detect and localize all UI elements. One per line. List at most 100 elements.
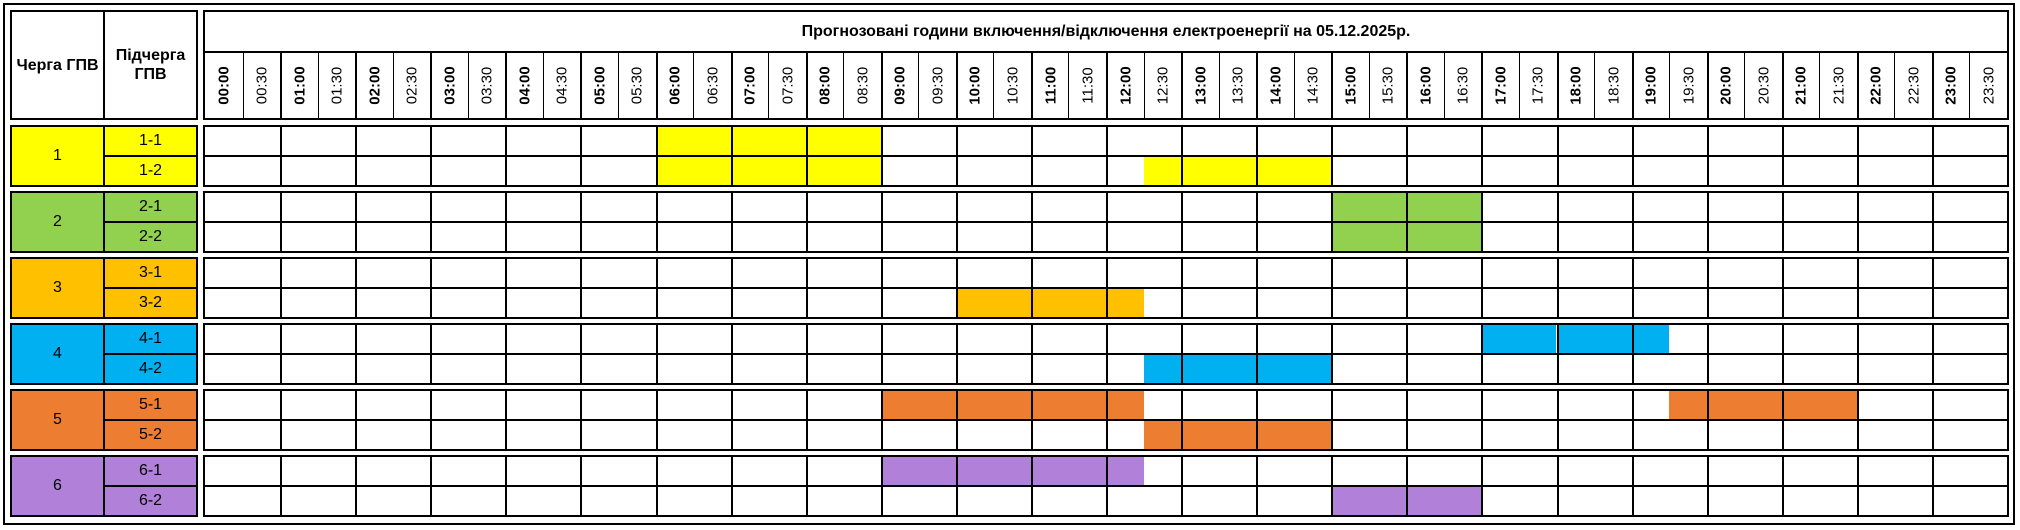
slot-on (1819, 259, 1857, 287)
time-slot-header: 21:00 (1781, 53, 1820, 118)
slot-on (580, 421, 618, 449)
slot-on (580, 391, 618, 419)
slot-on (1669, 487, 1707, 515)
slot-on (393, 259, 431, 287)
slot-on (505, 421, 543, 449)
time-label: 20:30 (1754, 66, 1772, 105)
slot-on (1030, 355, 1069, 383)
slot-on (1594, 355, 1632, 383)
slot-on (468, 223, 506, 251)
slot-on (280, 193, 318, 221)
slot-on (880, 259, 919, 287)
slot-on (1706, 223, 1745, 251)
time-slot-header: 03:30 (467, 53, 506, 118)
slot-on (505, 355, 543, 383)
slot-on (1294, 193, 1332, 221)
time-label: 19:00 (1642, 66, 1660, 105)
slot-off (1443, 193, 1482, 221)
schedule-row (203, 419, 2009, 451)
slot-on (1819, 127, 1857, 155)
slot-on (693, 325, 731, 353)
slot-on (505, 157, 543, 185)
slot-on (1594, 223, 1632, 251)
slot-on (468, 457, 506, 485)
slot-off (805, 157, 844, 185)
slot-on (430, 457, 468, 485)
slot-on (205, 223, 243, 251)
slot-on (1931, 157, 1970, 185)
time-label: 12:30 (1154, 66, 1172, 105)
slot-on (1181, 223, 1219, 251)
slot-on (468, 391, 506, 419)
slot-on (505, 223, 543, 251)
slot-on (468, 157, 506, 185)
slot-on (1481, 289, 1519, 317)
slot-on (355, 259, 393, 287)
time-label: 23:30 (1980, 66, 1998, 105)
slot-on (318, 355, 356, 383)
slot-on (1030, 157, 1069, 185)
slot-on (1894, 457, 1932, 485)
slot-on (243, 487, 281, 515)
slot-on (580, 157, 618, 185)
slot-on (1256, 223, 1294, 251)
slot-on (355, 223, 393, 251)
slot-on (318, 157, 356, 185)
slot-off (918, 457, 956, 485)
slot-on (1369, 355, 1407, 383)
slot-on (543, 223, 581, 251)
slot-on (1969, 355, 2007, 383)
slot-on (1331, 355, 1369, 383)
slot-on (655, 487, 694, 515)
time-slot-header: 07:30 (768, 53, 806, 118)
slot-on (655, 457, 694, 485)
slot-on (430, 193, 468, 221)
slot-on (1744, 355, 1782, 383)
slot-on (1481, 127, 1519, 155)
slot-off (1293, 355, 1332, 383)
slot-on (580, 223, 618, 251)
slot-on (280, 325, 318, 353)
slot-on (1969, 127, 2007, 155)
queue-header: Черга ГПВ (10, 10, 105, 120)
slot-on (1931, 421, 1970, 449)
slot-on (1819, 157, 1857, 185)
slot-on (205, 193, 243, 221)
schedule-row (203, 257, 2009, 289)
slot-on (430, 487, 468, 515)
slot-on (430, 127, 468, 155)
slot-on (1894, 193, 1932, 221)
slot-on (1369, 325, 1407, 353)
slot-on (1931, 325, 1970, 353)
slot-on (918, 223, 956, 251)
time-label: 00:00 (215, 66, 233, 105)
slot-on (1819, 193, 1857, 221)
slot-on (1781, 157, 1820, 185)
slot-on (1669, 127, 1707, 155)
time-slot-header: 13:30 (1218, 53, 1257, 118)
slot-on (243, 223, 281, 251)
slot-on (318, 487, 356, 515)
slot-off (1744, 391, 1782, 419)
slot-on (618, 487, 656, 515)
time-slots: 00:00 00:30 01:00 01:30 02:00 02:30 03:00 03:30… (205, 51, 2007, 118)
slot-on (1219, 193, 1257, 221)
slot-on (805, 421, 844, 449)
subqueue-cell: 4-1 (103, 323, 198, 355)
slot-on (1969, 259, 2007, 287)
slot-on (1331, 325, 1369, 353)
slot-on (955, 421, 994, 449)
slot-on (580, 127, 618, 155)
slot-on (655, 325, 694, 353)
time-label: 18:30 (1604, 66, 1622, 105)
slot-on (918, 289, 956, 317)
slot-on (205, 259, 243, 287)
slot-on (505, 193, 543, 221)
time-slot-header: 04:30 (542, 53, 581, 118)
slot-on (1631, 487, 1670, 515)
time-slot-header: 06:00 (655, 53, 694, 118)
queue-cell: 3 (10, 257, 105, 319)
slot-on (993, 355, 1031, 383)
slot-on (1856, 289, 1895, 317)
slot-on (1294, 127, 1332, 155)
